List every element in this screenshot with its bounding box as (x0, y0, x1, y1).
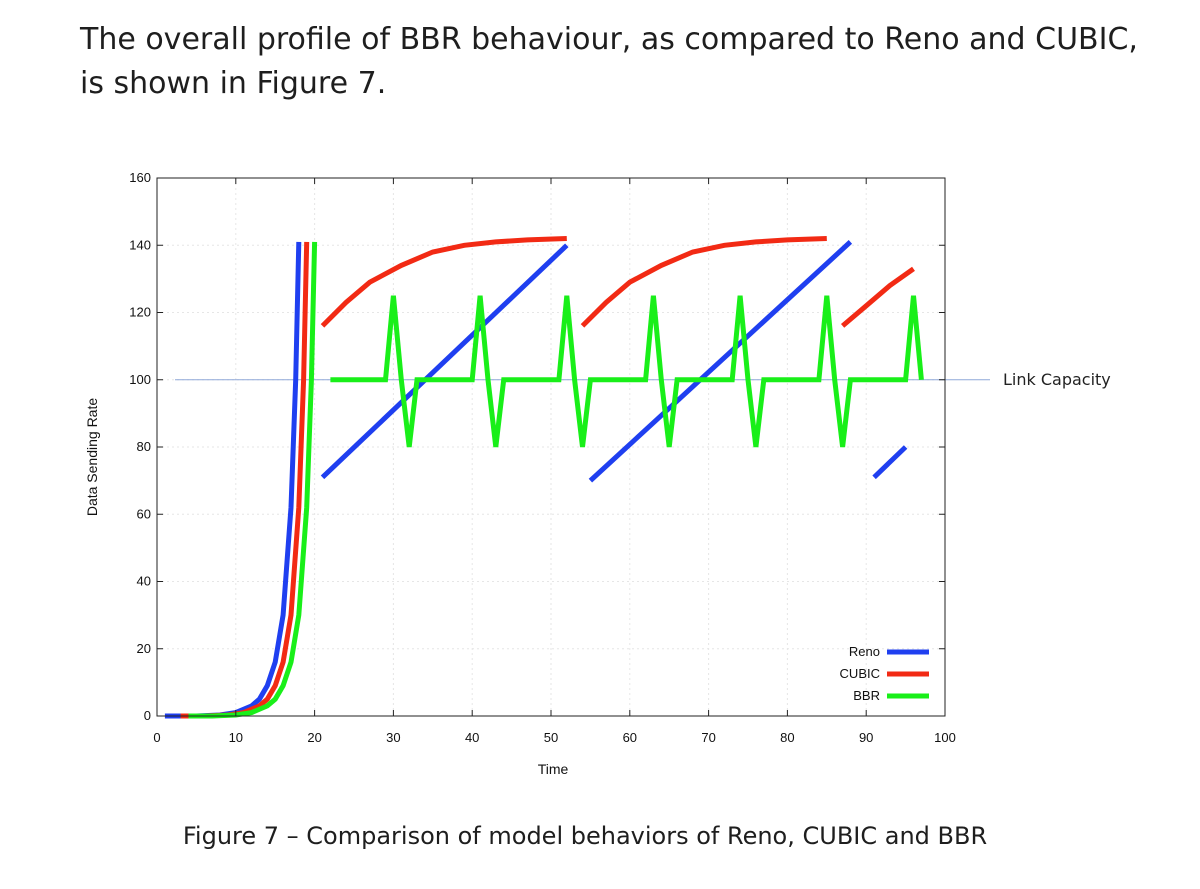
y-tick-label: 120 (129, 305, 151, 320)
y-axis-label: Data Sending Rate (84, 398, 100, 517)
series-bbr-segment-1 (188, 241, 318, 719)
x-tick-label: 10 (229, 730, 243, 745)
series-bbr-segment-2 (330, 295, 924, 448)
series-cubic-segment-4 (840, 266, 915, 328)
y-tick-label: 160 (129, 170, 151, 185)
x-tick-label: 20 (307, 730, 321, 745)
series-reno-segment-3 (588, 240, 853, 483)
x-tick-label: 90 (859, 730, 873, 745)
legend: Reno CUBIC BBR (840, 644, 929, 703)
x-tick-label: 100 (934, 730, 956, 745)
y-tick-label: 140 (129, 237, 151, 252)
x-tick-label: 50 (544, 730, 558, 745)
series-cubic-segment-2 (320, 236, 567, 328)
series-reno-segment-2 (320, 243, 569, 480)
series-cubic-segment-3 (580, 236, 827, 328)
x-tick-label: 0 (153, 730, 160, 745)
x-tick-label: 60 (623, 730, 637, 745)
y-tick-label: 60 (137, 506, 151, 521)
figure-caption: Figure 7 – Comparison of model behaviors… (182, 822, 988, 850)
axis-ticks: 0 10 20 30 40 50 60 70 80 90 100 0 20 40 60 80 100 120 140… (129, 170, 956, 745)
y-tick-label: 100 (129, 372, 151, 387)
series-group (164, 236, 924, 719)
x-tick-label: 70 (701, 730, 715, 745)
link-capacity-label: Link Capacity (1003, 370, 1111, 389)
x-axis-label: Time (538, 761, 569, 777)
axis-labels: Time Data Sending Rate (84, 398, 569, 777)
legend-label-reno: Reno (849, 644, 880, 659)
y-tick-label: 40 (137, 574, 151, 589)
legend-label-cubic: CUBIC (840, 666, 880, 681)
figure-7-chart: Link Capacity 0 10 20 30 40 50 60 70 80 90 100 0 20 4… (84, 170, 1111, 777)
y-tick-label: 0 (144, 708, 151, 723)
series-reno-segment-4 (872, 445, 908, 480)
legend-label-bbr: BBR (853, 688, 880, 703)
y-tick-label: 80 (137, 439, 151, 454)
intro-text: The overall profile of BBR behaviour, as… (80, 22, 1138, 101)
x-tick-label: 30 (386, 730, 400, 745)
y-tick-label: 20 (137, 641, 151, 656)
x-tick-label: 40 (465, 730, 479, 745)
x-tick-label: 80 (780, 730, 794, 745)
